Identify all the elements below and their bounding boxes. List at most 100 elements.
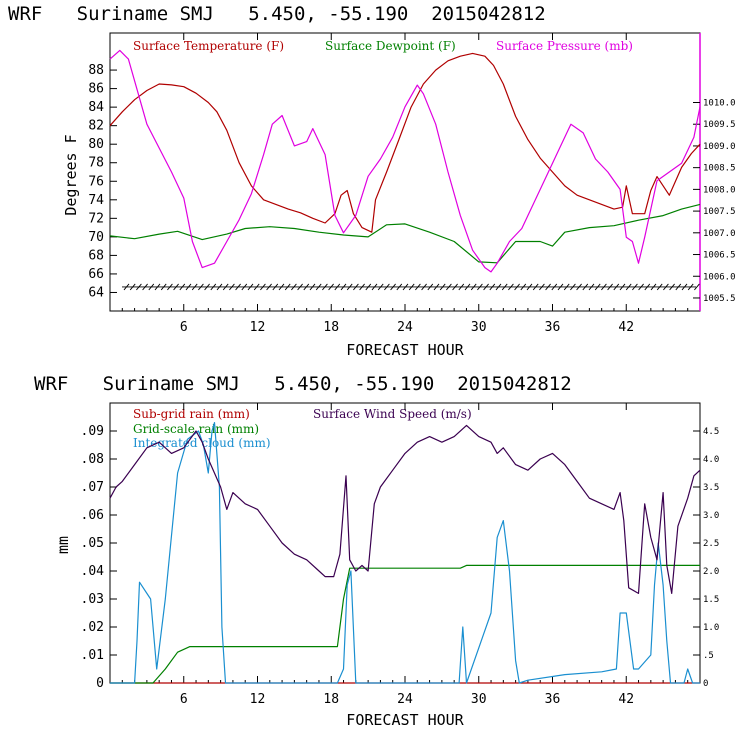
legend-gridscale-rain: Grid-scale rain (mm) xyxy=(133,422,259,436)
wind-barb xyxy=(607,283,613,291)
wind-barb xyxy=(260,283,266,291)
wind-barb xyxy=(402,283,409,291)
wind-barb xyxy=(501,283,508,291)
series-line-surface-wind-speed-m-s xyxy=(109,424,701,595)
wind-barb xyxy=(619,283,626,291)
data-series xyxy=(109,422,701,684)
y-tick-label: .08 xyxy=(81,452,104,467)
y-tick-label: 76 xyxy=(88,174,104,189)
wind-barb xyxy=(160,283,167,291)
wind-barb xyxy=(328,283,334,291)
right-tick-label: 1010.0 xyxy=(703,99,736,109)
legend-subgrid-rain: Sub-grid rain (mm) xyxy=(133,407,250,421)
x-tick-label: 36 xyxy=(545,692,561,707)
wind-barb xyxy=(185,283,192,291)
wind-barb xyxy=(532,283,539,291)
wind-barb xyxy=(477,283,483,291)
wind-barb xyxy=(452,283,458,291)
wind-barb xyxy=(495,283,502,291)
wind-barb xyxy=(322,283,328,291)
x-tick-label: 42 xyxy=(618,320,634,335)
wind-barb xyxy=(582,283,589,291)
wind-barb xyxy=(210,283,217,291)
right-tick-label: 1.0 xyxy=(703,623,719,633)
wind-barb xyxy=(570,283,576,291)
right-tick-label: 3.5 xyxy=(703,483,719,493)
wind-barb xyxy=(353,283,359,291)
x-tick-label: 6 xyxy=(180,320,188,335)
right-tick-label: 2.5 xyxy=(703,539,719,549)
wind-barb xyxy=(663,283,669,291)
wind-barb xyxy=(687,283,694,291)
wind-barb xyxy=(594,283,601,291)
wind-barb xyxy=(297,283,303,291)
wind-barb xyxy=(309,283,316,291)
wind-barb xyxy=(576,283,582,291)
x-tick-label: 30 xyxy=(471,320,487,335)
wind-barb xyxy=(278,283,285,291)
wind-barb xyxy=(421,283,427,291)
wind-barb xyxy=(588,283,595,291)
x-tick-label: 36 xyxy=(545,320,561,335)
y-tick-label: .01 xyxy=(81,648,104,663)
x-tick-label: 6 xyxy=(180,692,188,707)
series-line-integrated-cloud-mm xyxy=(110,422,700,684)
wind-barb xyxy=(340,283,347,291)
wind-barb xyxy=(148,283,155,291)
y-tick-label: 88 xyxy=(88,63,104,78)
wind-barb xyxy=(167,283,173,291)
right-tick-label: 1006.5 xyxy=(703,251,736,261)
y-tick-label: 86 xyxy=(88,82,104,97)
series-line-surface-pressure-mb xyxy=(109,49,701,273)
series-line-surface-dewpoint-f xyxy=(109,203,701,264)
x-tick-label: 42 xyxy=(618,692,634,707)
y-tick-label: .04 xyxy=(81,564,105,579)
temperature-chart: WRF Suriname SMJ 5.450, -55.190 20150428… xyxy=(8,3,736,359)
wind-barb xyxy=(408,283,415,291)
y-tick-label: 84 xyxy=(88,100,104,115)
wind-barb xyxy=(439,283,446,291)
wind-barb xyxy=(557,283,564,291)
y-tick-label: 66 xyxy=(88,267,104,282)
y-tick-label: .06 xyxy=(81,508,104,523)
wind-barb xyxy=(365,283,372,291)
wind-barb xyxy=(638,283,644,291)
wind-barb xyxy=(446,283,452,291)
wind-barb xyxy=(204,283,210,291)
wind-barb xyxy=(625,283,632,291)
wind-barb xyxy=(650,283,657,291)
wind-barb xyxy=(377,283,384,291)
right-tick-label: 1005.5 xyxy=(703,294,736,304)
right-tick-label: 1008.0 xyxy=(703,185,736,195)
y-tick-label: 64 xyxy=(88,285,104,300)
right-tick-label: 1008.5 xyxy=(703,164,736,174)
wind-barb xyxy=(526,283,533,291)
right-tick-label: .5 xyxy=(703,651,714,661)
wind-barb xyxy=(563,283,570,291)
wind-barb xyxy=(520,283,527,291)
wind-barb xyxy=(129,283,136,291)
wind-barb xyxy=(191,283,198,291)
right-tick-label: 4.0 xyxy=(703,455,719,465)
chart-title: WRF Suriname SMJ 5.450, -55.190 20150428… xyxy=(34,373,572,395)
legend-dewpoint: Surface Dewpoint (F) xyxy=(325,39,456,53)
wind-barb xyxy=(669,283,675,291)
wind-barb xyxy=(334,283,341,291)
wind-barb xyxy=(545,283,551,291)
wind-barb xyxy=(303,283,310,291)
right-tick-label: 4.5 xyxy=(703,427,719,437)
x-tick-label: 12 xyxy=(250,320,266,335)
wind-barb xyxy=(427,283,434,291)
series-line-grid-scale-rain-mm xyxy=(110,564,700,684)
wind-barb xyxy=(681,283,688,291)
right-tick-label: 1007.0 xyxy=(703,229,736,239)
x-axis-label: FORECAST HOUR xyxy=(346,341,464,359)
y-tick-label: 68 xyxy=(88,248,104,263)
plot-frame xyxy=(109,32,701,312)
wind-barb xyxy=(154,283,161,291)
x-tick-label: 30 xyxy=(471,692,487,707)
wind-barb xyxy=(458,283,465,291)
right-tick-label: 0 xyxy=(703,679,708,689)
y-tick-label: 82 xyxy=(88,119,104,134)
